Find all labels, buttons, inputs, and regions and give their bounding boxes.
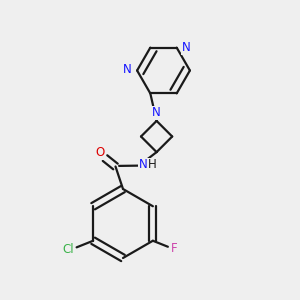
Text: N: N (139, 158, 148, 172)
Text: N: N (152, 106, 161, 119)
Text: F: F (171, 242, 177, 255)
Text: N: N (123, 63, 132, 76)
Text: O: O (95, 146, 104, 159)
Text: H: H (148, 158, 157, 172)
Text: Cl: Cl (63, 243, 74, 256)
Text: N: N (182, 41, 191, 54)
